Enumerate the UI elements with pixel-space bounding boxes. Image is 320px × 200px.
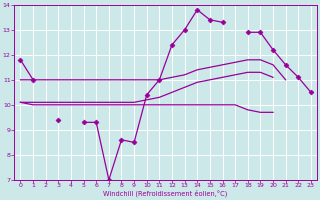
X-axis label: Windchill (Refroidissement éolien,°C): Windchill (Refroidissement éolien,°C)	[103, 190, 228, 197]
